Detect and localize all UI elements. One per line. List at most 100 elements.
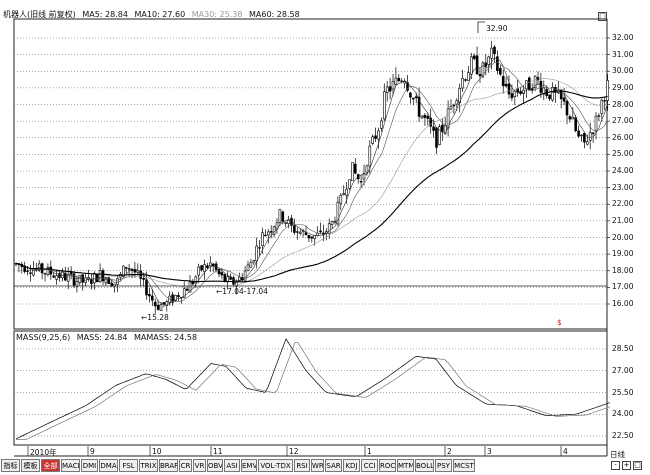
indicator-tab-sar[interactable]: SAR <box>325 459 342 472</box>
candle-up <box>174 294 177 301</box>
candle-down <box>539 80 543 93</box>
indicator-tab-指标[interactable]: 指标 <box>1 459 20 472</box>
candle-up <box>278 209 282 223</box>
price-tick-label: 31.00 <box>612 49 634 59</box>
mass-line <box>15 338 611 440</box>
range-annotation: ←17.04-17.04 <box>216 287 268 296</box>
candle-down <box>101 270 105 282</box>
indicator-tab-mcst[interactable]: MCST <box>453 459 475 472</box>
indicator-tab-fsl[interactable]: FSL <box>119 459 138 472</box>
indicator-tick-label: 25.50 <box>612 387 634 397</box>
price-tick-label: 30.00 <box>612 66 634 76</box>
price-tick-label: 24.00 <box>612 166 634 175</box>
candle-up <box>182 288 186 298</box>
candle-up <box>284 222 288 224</box>
candle-up <box>362 173 366 180</box>
candle-down <box>409 92 412 98</box>
indicator-tab-cci[interactable]: CCI <box>361 459 378 472</box>
candle-down <box>353 163 357 174</box>
candle-down <box>133 269 137 273</box>
zoom-in-button[interactable]: + <box>622 461 631 470</box>
candle-up <box>594 115 598 132</box>
candle-down <box>142 277 145 280</box>
panel-toggle-button[interactable]: □ <box>633 461 642 470</box>
candle-down <box>293 225 296 233</box>
candle-down <box>484 62 488 67</box>
indicator-tab-brar[interactable]: BRAR <box>159 459 178 472</box>
candle-down <box>464 79 467 81</box>
indicator-tab-roc[interactable]: ROC <box>379 459 396 472</box>
candle-down <box>145 279 148 296</box>
indicator-tab-wr[interactable]: WR <box>311 459 324 472</box>
date-tick-label: 11 <box>213 447 223 456</box>
candle-down <box>156 304 160 310</box>
candle-up <box>55 275 58 280</box>
indicator-tab-vol-tdx[interactable]: VOL-TDX <box>258 459 293 472</box>
candle-down <box>124 267 128 269</box>
high-pointer <box>477 21 485 33</box>
indicator-tab-mtm[interactable]: MTM <box>397 459 414 472</box>
candle-up <box>525 80 528 90</box>
candle-up <box>246 264 250 271</box>
indicator-tab-vr[interactable]: VR <box>193 459 206 472</box>
candle-down <box>516 88 520 93</box>
indicator-tab-trix[interactable]: TRIX <box>139 459 158 472</box>
indicator-tick-label: 22.50 <box>612 431 634 440</box>
period-label[interactable]: 日线 <box>610 450 625 459</box>
candle-down <box>493 46 496 55</box>
indicator-tab-dma[interactable]: DMA <box>99 459 118 472</box>
date-tick-label: 4 <box>563 447 568 456</box>
indicator-tab-obv[interactable]: OBV <box>207 459 223 472</box>
candle-down <box>185 288 189 291</box>
date-tick-label: 9 <box>90 447 95 456</box>
indicator-tab-emv[interactable]: EMV <box>241 459 257 472</box>
candle-down <box>127 268 131 270</box>
ma30-label: MA30: 25.38 <box>191 10 243 19</box>
date-tick-label: 2010年 <box>30 448 57 457</box>
indicator-tick-label: 28.50 <box>612 344 634 353</box>
ma60-line <box>15 90 608 283</box>
candle-down <box>417 96 421 117</box>
candle-down <box>153 301 157 307</box>
indicator-tab-全部[interactable]: 全部 <box>41 459 60 472</box>
candle-down <box>162 302 166 305</box>
candle-up <box>37 263 41 271</box>
indicator-tab-模板[interactable]: 模板 <box>21 459 40 472</box>
date-tick-label: 1 <box>367 447 372 456</box>
indicator-tab-psy[interactable]: PSY <box>435 459 452 472</box>
candle-down <box>414 96 418 99</box>
zoom-out-button[interactable]: - <box>611 461 620 470</box>
date-tick-label: 10 <box>152 447 162 456</box>
window-restore-button[interactable]: □ <box>598 12 607 21</box>
candle-down <box>240 277 244 281</box>
candle-down <box>452 104 456 107</box>
indicator-tab-cr[interactable]: CR <box>179 459 192 472</box>
candle-down <box>574 117 578 132</box>
indicator-tab-kdj[interactable]: KDJ <box>343 459 360 472</box>
candle-down <box>264 234 267 237</box>
indicator-tab-asi[interactable]: ASI <box>224 459 240 472</box>
indicator-tab-rsi[interactable]: RSI <box>294 459 310 472</box>
indicator-legend: MASS(9,25,6) MASS: 24.84 MAMASS: 24.58 <box>16 333 201 342</box>
candle-up <box>461 78 464 89</box>
candle-up <box>98 270 102 282</box>
candle-down <box>562 97 566 102</box>
candle-down <box>359 181 363 183</box>
candle-down <box>568 116 572 120</box>
stock-title: 机器人(旧线 前复权) <box>3 10 76 19</box>
candle-up <box>469 56 473 75</box>
candle-up <box>438 126 441 146</box>
candle-up <box>487 56 491 65</box>
indicator-tab-boll[interactable]: BOLL <box>415 459 434 472</box>
candle-up <box>391 81 395 90</box>
candle-down <box>58 273 61 278</box>
candle-down <box>397 77 401 82</box>
candle-up <box>266 231 270 236</box>
candle-down <box>472 55 476 59</box>
price-tick-label: 27.00 <box>612 116 634 126</box>
candle-up <box>600 99 604 114</box>
candle-down <box>90 279 93 284</box>
indicator-tab-dmi[interactable]: DMI <box>81 459 98 472</box>
candle-up <box>209 262 212 267</box>
